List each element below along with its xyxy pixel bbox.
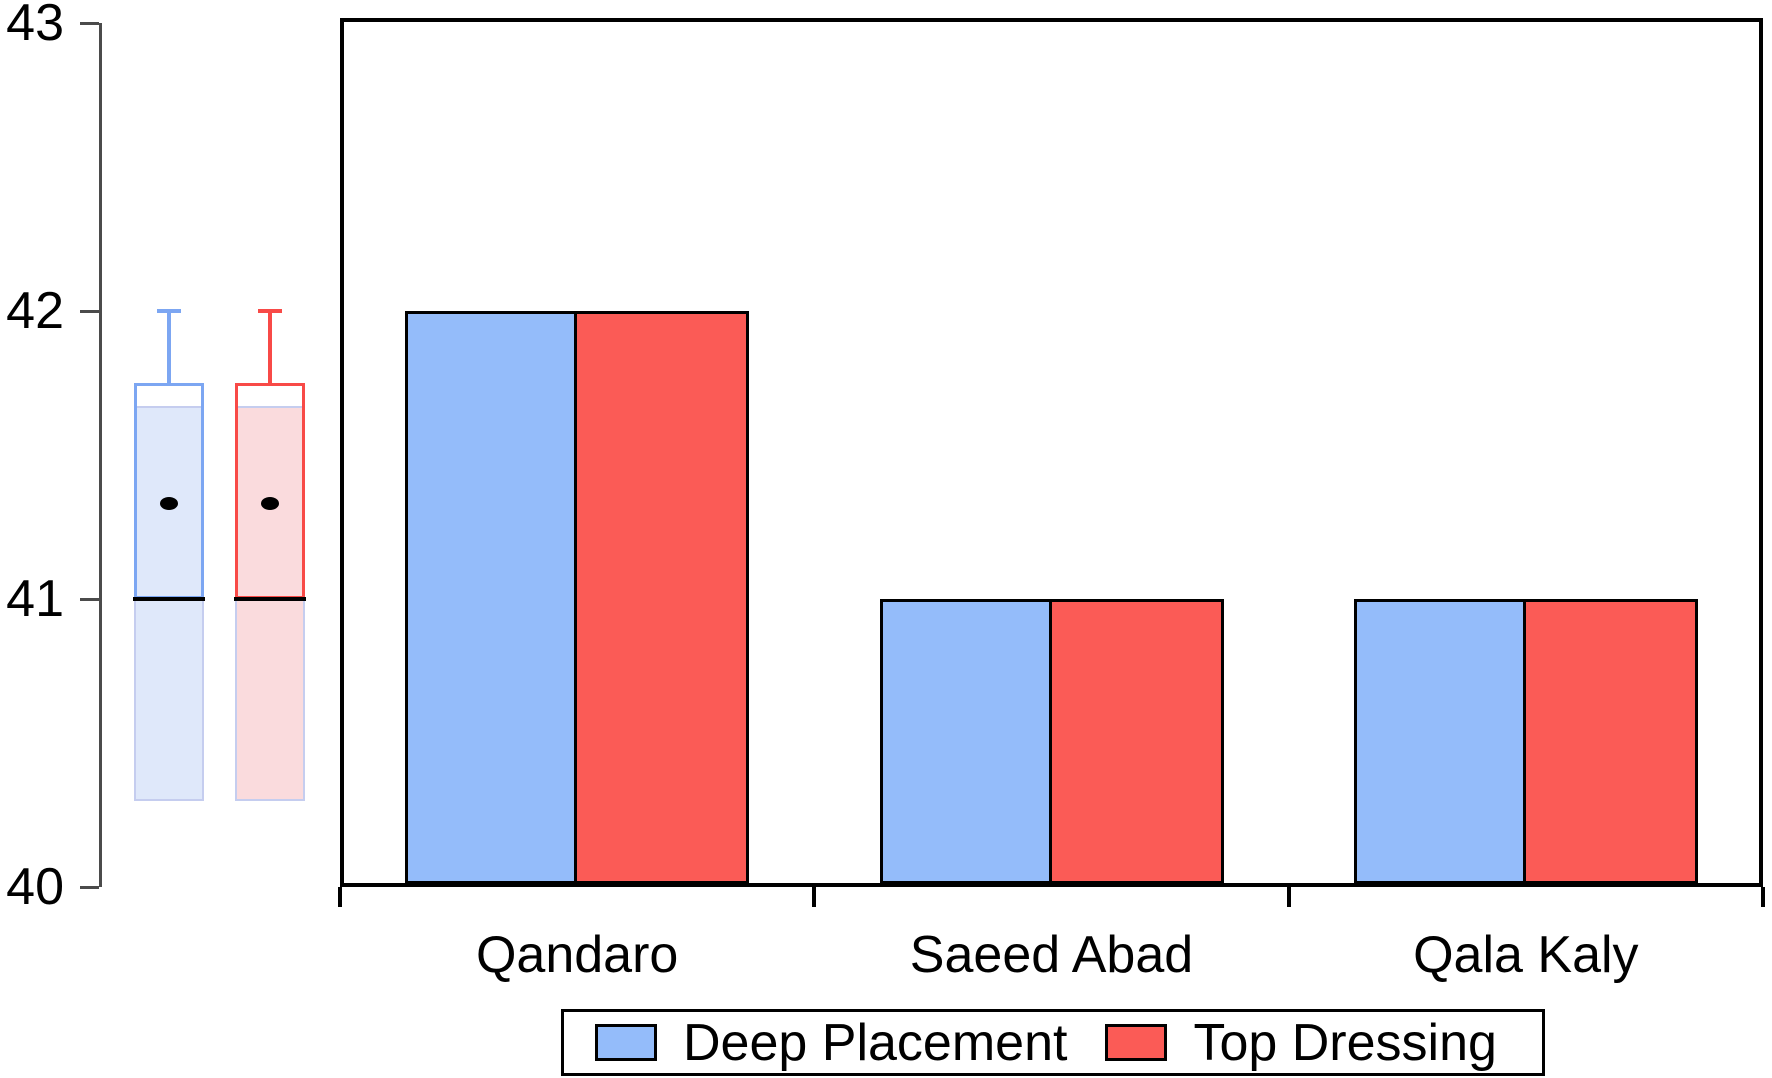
x-tick-label: Saeed Abad — [909, 926, 1194, 984]
boxplot-lower-shade — [134, 599, 204, 801]
boxplot-whisker — [167, 311, 171, 383]
bar — [574, 311, 750, 884]
boxplot-mean-dot — [160, 496, 178, 510]
legend-entry: Top Dressing — [1105, 1013, 1497, 1072]
y-axis-tick — [80, 598, 99, 601]
boxplot-whisker — [268, 311, 272, 383]
boxplot-whisker-cap — [157, 309, 181, 313]
boxplot-lower-shade — [235, 599, 305, 801]
x-axis-tick — [1286, 887, 1291, 907]
legend-swatch-icon — [1105, 1024, 1168, 1061]
x-axis-tick — [1761, 887, 1765, 907]
bar — [1353, 599, 1529, 884]
legend: Deep Placement Top Dressing — [561, 1009, 1545, 1076]
legend-entry: Deep Placement — [595, 1017, 1067, 1069]
boxplot-median-line — [234, 597, 306, 601]
boxplot-whisker-cap — [258, 309, 282, 313]
plot-area — [340, 18, 1763, 887]
legend-label: Top Dressing — [1193, 1013, 1497, 1072]
y-axis-line — [99, 23, 102, 887]
bar — [879, 599, 1055, 884]
bar — [1048, 599, 1224, 884]
legend-label: Deep Placement — [683, 1013, 1068, 1072]
bar — [1522, 599, 1698, 884]
x-tick-label: Qala Kaly — [1413, 926, 1639, 984]
boxplot-median-line — [133, 597, 205, 601]
boxplot-mean-dot — [261, 496, 279, 510]
y-tick-label: 42 — [6, 282, 64, 340]
x-tick-label: Qandaro — [475, 926, 679, 984]
y-tick-label: 43 — [6, 0, 64, 52]
boxplot-box — [235, 383, 305, 599]
x-axis-tick — [812, 887, 817, 907]
y-axis-tick — [80, 22, 99, 25]
y-axis-tick — [80, 886, 99, 889]
y-tick-label: 41 — [6, 570, 64, 628]
y-axis-tick — [80, 310, 99, 313]
y-tick-label: 40 — [6, 858, 64, 916]
boxplot-box — [134, 383, 204, 599]
bar — [405, 311, 581, 884]
legend-swatch-icon — [595, 1024, 657, 1061]
x-axis-tick — [338, 887, 342, 907]
